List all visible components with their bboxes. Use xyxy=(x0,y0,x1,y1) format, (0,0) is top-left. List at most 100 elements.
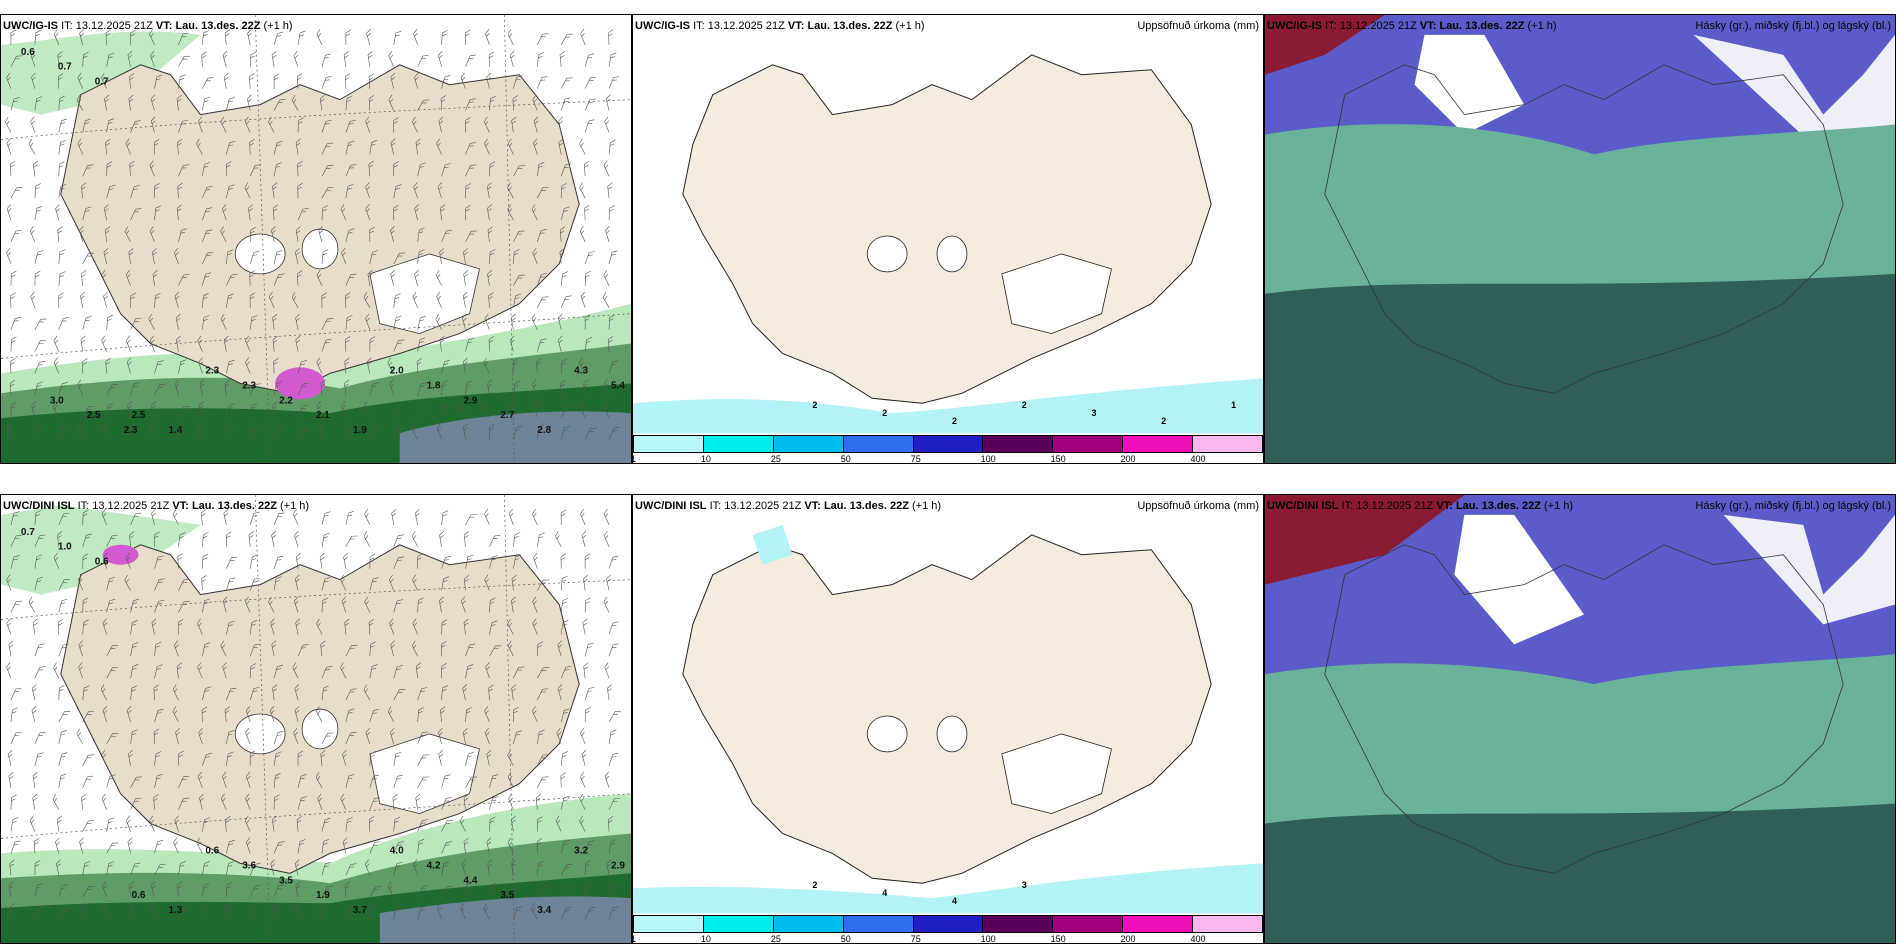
wind-barb xyxy=(513,274,525,286)
wind-barb xyxy=(559,226,565,243)
wind-barb xyxy=(393,315,402,330)
panel-title: UWC/IG-IS IT: 13.12.2025 21Z VT: Lau. 13… xyxy=(1,15,631,37)
wind-barb xyxy=(319,552,325,569)
wind-barb xyxy=(52,401,60,418)
wind-barb xyxy=(58,512,70,525)
wind-barb xyxy=(579,401,586,418)
wind-barb xyxy=(10,511,20,525)
wind-barb xyxy=(225,141,236,155)
wind-barb xyxy=(249,686,260,701)
precip-value-label: 2 xyxy=(1161,416,1166,426)
wind-barb xyxy=(6,574,12,591)
wind-barb xyxy=(463,248,469,264)
precip-colorbar xyxy=(633,435,1263,453)
wind-barb xyxy=(273,162,282,177)
wind-barb xyxy=(584,204,590,221)
wind-barb xyxy=(220,313,227,330)
wind-barb xyxy=(130,317,142,330)
wind-barb xyxy=(344,357,350,374)
wind-barb xyxy=(58,424,66,440)
wind-value-label: 0.6 xyxy=(205,845,219,856)
wind-barb xyxy=(441,359,451,374)
wind-barb xyxy=(537,886,549,898)
wind-barb xyxy=(441,841,453,854)
colorbar-label: 10 xyxy=(700,454,711,464)
wind-barb xyxy=(560,907,572,920)
wind-barb xyxy=(321,862,332,876)
wind-barb xyxy=(225,424,233,440)
wind-barb xyxy=(393,816,401,832)
wind-barb xyxy=(178,750,184,766)
wind-barb xyxy=(387,357,395,374)
wind-barb xyxy=(154,360,164,374)
wind-barb xyxy=(174,379,180,396)
colorbar-seg-7 xyxy=(1053,916,1124,932)
wind-barb xyxy=(196,837,203,854)
cloud-map-row1 xyxy=(1265,15,1895,463)
wind-barb xyxy=(511,859,517,876)
wind-barb xyxy=(58,183,67,199)
wind-barb xyxy=(220,226,227,243)
precip-panel-row1: 2 2 2 2 3 2 1 UWC/IG-IS IT: 13.12.2025 21Z VT:… xyxy=(632,14,1264,464)
wind-barb xyxy=(463,270,469,286)
wind-barb xyxy=(291,292,299,308)
wind-barb xyxy=(127,50,133,67)
wind-barb xyxy=(393,665,403,679)
wind-barb xyxy=(9,903,15,920)
wind-barb xyxy=(172,706,179,723)
wind-barb xyxy=(560,206,570,221)
wind-barb xyxy=(465,54,477,67)
wind-barb xyxy=(34,205,43,221)
wind-barb xyxy=(29,815,36,832)
wind-barb xyxy=(150,903,156,920)
wind-barb xyxy=(56,815,62,832)
wind-barb xyxy=(388,94,395,111)
wind-barb xyxy=(584,642,594,657)
wind-barb xyxy=(414,72,419,89)
wind-barb xyxy=(441,685,448,701)
wind-barb xyxy=(441,885,453,898)
wind-barb xyxy=(513,230,525,243)
wind-barb xyxy=(125,138,131,155)
wind-barb xyxy=(10,555,20,569)
wind-barb xyxy=(319,423,325,440)
wind-barb xyxy=(202,96,211,111)
wind-value-label: 3.4 xyxy=(537,905,551,916)
wind-barb xyxy=(460,596,466,613)
wind-barb xyxy=(584,251,595,264)
wind-barb xyxy=(225,861,234,876)
wind-barb xyxy=(33,160,39,177)
wind-barb xyxy=(483,116,490,133)
wind-barb xyxy=(103,552,108,569)
wind-barb xyxy=(34,731,46,745)
wind-barb xyxy=(608,711,621,723)
wind-value-label: 4.0 xyxy=(390,845,404,856)
wind-barb xyxy=(368,73,375,89)
wind-barb xyxy=(77,379,84,396)
wind-barb xyxy=(342,749,347,766)
wind-barb xyxy=(225,577,236,591)
wind-barb xyxy=(489,423,495,440)
wind-barb xyxy=(293,50,299,67)
wind-barb xyxy=(245,837,251,854)
wind-map-row2: 0.7 1.0 0.6 0.6 1.3 0.6 3.6 3.5 1.9 3.7 4.0 4.2 4.4 3… xyxy=(1,495,631,943)
wind-barb xyxy=(247,204,253,221)
wind-barb xyxy=(393,117,399,133)
wind-barb xyxy=(106,667,119,679)
wind-value-label: 5.4 xyxy=(611,380,625,391)
wind-barb xyxy=(34,510,42,525)
wind-barb xyxy=(82,51,89,67)
wind-barb xyxy=(584,553,591,569)
wind-barb xyxy=(295,313,301,330)
wind-barb xyxy=(532,94,538,111)
wind-barb xyxy=(31,684,37,701)
wind-barb xyxy=(58,578,70,591)
wind-barb xyxy=(536,838,543,854)
wind-barb xyxy=(57,226,63,243)
wind-barb xyxy=(297,427,310,440)
wind-barb xyxy=(531,204,538,221)
precip-value-label: 2 xyxy=(812,400,817,410)
it-value: 13.12.2025 21Z xyxy=(75,20,153,32)
wind-value-label: 1.9 xyxy=(353,425,367,436)
wind-barb xyxy=(393,30,402,45)
